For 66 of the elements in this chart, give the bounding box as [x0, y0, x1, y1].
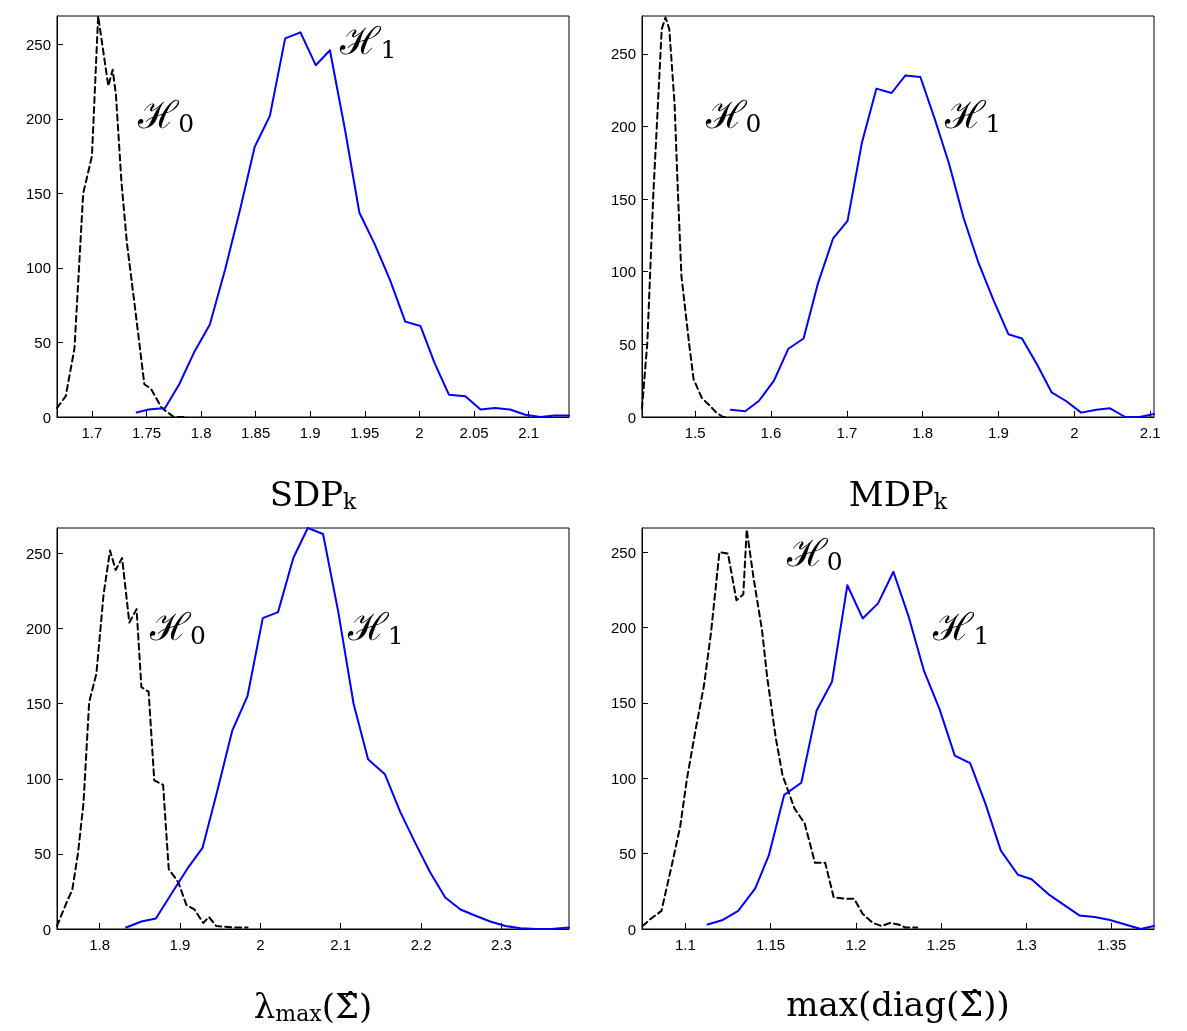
- x-tick-label: 1.5: [684, 424, 706, 441]
- y-tick-label: 250: [610, 45, 636, 63]
- line-series: [125, 527, 570, 930]
- x-tick-label: 1.7: [81, 424, 103, 441]
- y-tick-label: 50: [619, 845, 636, 863]
- x-tick-label: 2.3: [491, 936, 512, 953]
- y-tick-label: 0: [42, 920, 51, 938]
- x-tick-label: 1.95: [350, 424, 380, 441]
- annotation: ℋ0: [704, 93, 762, 139]
- y-tick-label: 0: [627, 920, 636, 938]
- annotation: ℋ1: [944, 93, 1002, 139]
- x-tick-label: 2.05: [459, 424, 489, 441]
- x-tick-label: 1.9: [299, 424, 321, 441]
- x-tick-label: 1.75: [131, 424, 162, 441]
- annotation: ℋ0: [785, 531, 843, 577]
- y-tick-label: 100: [610, 769, 636, 787]
- x-tick-label: 1.9: [169, 936, 191, 953]
- x-axis-title: SDPk: [269, 473, 358, 514]
- x-axis-title: λmax(Σ̂): [253, 985, 373, 1026]
- y-tick-label: 250: [25, 545, 51, 563]
- y-tick-label: 200: [25, 620, 51, 638]
- x-tick-label: 1.25: [926, 936, 956, 953]
- x-tick-label: 2.2: [410, 936, 432, 953]
- x-tick-label: 1.15: [756, 936, 786, 953]
- y-tick-label: 0: [42, 408, 51, 426]
- x-tick-label: 2: [1070, 424, 1079, 441]
- y-tick-label: 200: [610, 117, 636, 135]
- x-tick-label: 2: [415, 424, 424, 441]
- x-tick-label: 2.1: [1139, 424, 1161, 441]
- y-tick-label: 150: [25, 695, 51, 713]
- x-tick-label: 1.8: [912, 424, 934, 441]
- x-tick-label: 1.9: [988, 424, 1009, 441]
- y-tick-label: 100: [25, 770, 51, 788]
- annotation: ℋ0: [149, 605, 206, 651]
- y-tick-label: 150: [610, 694, 636, 712]
- y-tick-label: 0: [627, 408, 636, 426]
- x-tick-label: 1.6: [760, 424, 782, 441]
- x-tick-label: 1.1: [674, 936, 696, 953]
- x-tick-label: 1.8: [190, 424, 212, 441]
- y-tick-label: 100: [610, 263, 636, 281]
- y-tick-label: 250: [25, 35, 51, 53]
- line-series: [706, 570, 1155, 930]
- y-tick-label: 50: [34, 845, 51, 863]
- annotation: ℋ0: [137, 93, 195, 139]
- x-axis-title: max(diag(Σ̂)): [786, 984, 1010, 1024]
- y-tick-label: 200: [610, 619, 636, 636]
- y-tick-label: 250: [610, 543, 636, 561]
- x-tick-label: 2.1: [330, 936, 352, 953]
- y-tick-label: 150: [25, 184, 51, 202]
- x-tick-label: 1.3: [1016, 936, 1037, 953]
- y-tick-label: 50: [34, 333, 51, 351]
- x-tick-label: 1.85: [241, 424, 271, 441]
- y-tick-label: 150: [610, 190, 636, 208]
- x-tick-label: 1.2: [845, 936, 867, 953]
- annotation: ℋ1: [339, 19, 397, 65]
- x-tick-label: 2: [256, 936, 265, 953]
- y-tick-label: 200: [25, 110, 51, 128]
- x-axis-title: MDPk: [848, 473, 948, 514]
- annotation: ℋ1: [346, 605, 404, 651]
- annotation: ℋ1: [932, 605, 990, 651]
- y-tick-label: 50: [619, 335, 636, 353]
- y-tick-label: 100: [25, 259, 51, 277]
- x-tick-label: 1.7: [836, 424, 858, 441]
- x-tick-label: 2.1: [518, 424, 540, 441]
- x-tick-label: 1.35: [1097, 936, 1127, 953]
- x-tick-label: 1.8: [89, 936, 111, 953]
